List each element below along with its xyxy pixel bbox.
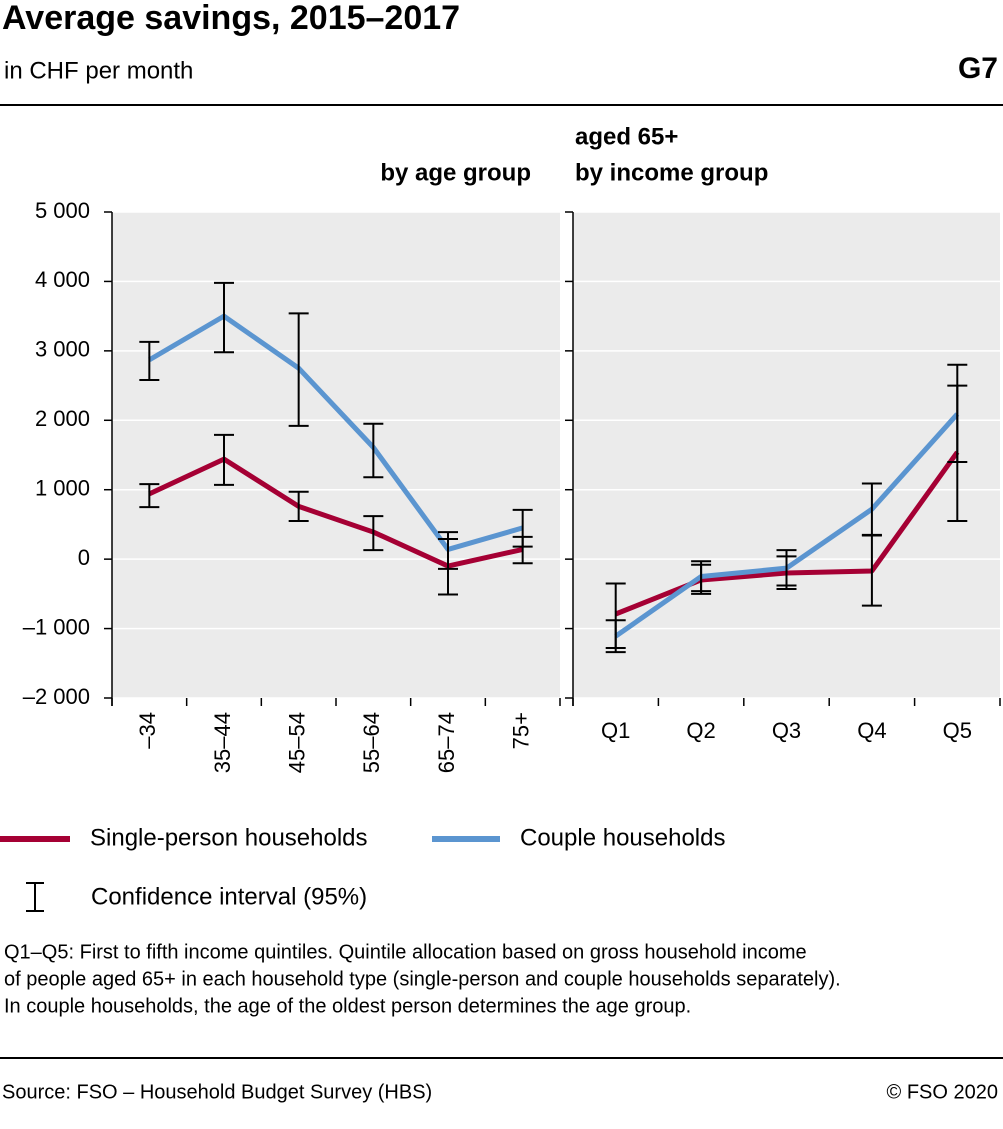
- source: Source: FSO – Household Budget Survey (H…: [2, 1081, 432, 1103]
- error-bar: [288, 312, 309, 427]
- y-tick-label: 3 000: [35, 337, 90, 362]
- error-bar: [139, 340, 160, 382]
- error-bar: [363, 422, 384, 479]
- legend-label: Couple households: [520, 824, 726, 851]
- note: Q1–Q5: First to fifth income quintiles. …: [4, 941, 807, 963]
- copyright: © FSO 2020: [887, 1081, 998, 1103]
- y-tick-label: –2 000: [23, 684, 90, 709]
- y-tick-label: –1 000: [23, 614, 90, 639]
- panel-title: by income group: [575, 159, 768, 186]
- x-tick-label: Q3: [772, 718, 801, 743]
- x-tick-label: 55–64: [359, 712, 384, 773]
- series-line: [148, 313, 524, 552]
- x-tick-label: 45–54: [284, 712, 309, 773]
- chart-title: Average savings, 2015–2017: [2, 0, 460, 37]
- error-bar: [691, 563, 712, 593]
- note: of people aged 65+ in each household typ…: [4, 968, 841, 990]
- x-tick-label: Q2: [686, 718, 715, 743]
- y-tick-label: 4 000: [35, 267, 90, 292]
- plot-background: [112, 212, 560, 698]
- legend-label: Single-person households: [90, 824, 368, 851]
- chart-code: G7: [958, 52, 998, 85]
- error-bar: [776, 555, 797, 587]
- y-tick-label: 1 000: [35, 476, 90, 501]
- error-bar: [947, 363, 968, 463]
- ci-legend-label: Confidence interval (95%): [91, 883, 367, 910]
- x-tick-label: 65–74: [434, 712, 459, 773]
- error-bar: [139, 483, 160, 509]
- error-bar: [363, 515, 384, 552]
- error-bar: [861, 482, 882, 537]
- note: In couple households, the age of the old…: [4, 995, 691, 1017]
- chart-subtitle: in CHF per month: [4, 57, 193, 84]
- x-tick-label: Q5: [943, 718, 972, 743]
- y-tick-label: 0: [78, 545, 90, 570]
- plot-background: [573, 212, 1000, 698]
- x-tick-label: 35–44: [210, 712, 235, 773]
- y-tick-label: 2 000: [35, 406, 90, 431]
- x-tick-label: 75+: [508, 712, 533, 749]
- x-tick-label: –34: [135, 712, 160, 749]
- series-line: [148, 456, 524, 569]
- x-tick-label: Q4: [857, 718, 886, 743]
- error-bar: [288, 490, 309, 522]
- error-bar: [438, 531, 458, 570]
- error-bar: [512, 508, 533, 548]
- ci-legend-icon: [26, 882, 44, 912]
- x-tick-label: Q1: [601, 718, 630, 743]
- error-bar: [605, 619, 626, 654]
- error-bar: [214, 281, 234, 354]
- panel-title: by age group: [380, 159, 531, 186]
- panel-title: aged 65+: [575, 123, 678, 150]
- error-bar: [214, 433, 234, 486]
- y-tick-label: 5 000: [35, 198, 90, 223]
